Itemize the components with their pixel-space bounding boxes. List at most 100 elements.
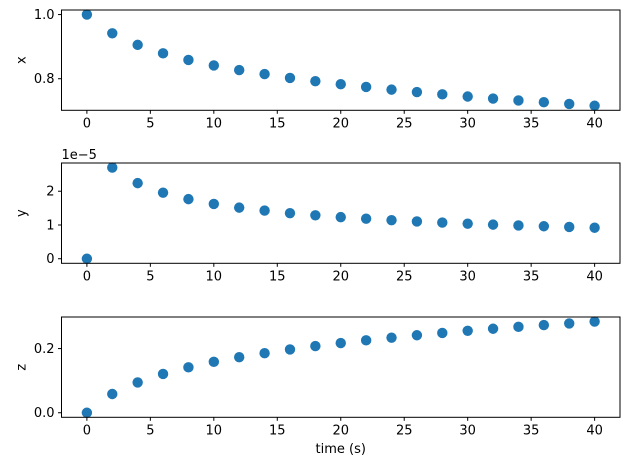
data-point: [132, 177, 143, 189]
x-tick-label: 0: [83, 269, 91, 284]
data-point: [284, 207, 296, 219]
data-point: [589, 222, 600, 233]
x-tick-label: 15: [269, 116, 286, 131]
x-tick-label: 40: [586, 116, 603, 131]
data-point: [310, 75, 321, 87]
data-point: [259, 68, 270, 80]
data-point: [437, 217, 448, 228]
data-point: [259, 347, 270, 359]
offset-text: 1e−5: [62, 148, 97, 163]
data-point: [564, 98, 575, 110]
x-tick-label: 20: [332, 269, 349, 284]
x-tick-label: 30: [459, 116, 476, 131]
x-tick-label: 15: [269, 269, 286, 284]
data-point: [157, 187, 169, 198]
x-tick-label: 20: [332, 116, 349, 131]
y-axis-label-z: z: [15, 364, 30, 371]
data-point: [81, 9, 93, 20]
x-tick-label: 40: [586, 269, 603, 284]
y-tick-label: 0: [46, 252, 54, 267]
data-point: [81, 253, 93, 264]
data-point: [234, 352, 245, 363]
data-point: [183, 54, 194, 66]
data-point: [183, 193, 194, 205]
data-point: [360, 335, 372, 346]
x-tick-label: 20: [332, 423, 349, 438]
data-point: [107, 28, 118, 39]
data-point: [487, 93, 499, 104]
data-point: [462, 218, 473, 229]
data-point: [208, 198, 220, 210]
axes-frame: [61, 316, 621, 418]
data-point: [513, 220, 524, 231]
x-tick-label: 35: [523, 423, 540, 438]
data-point: [157, 368, 169, 380]
x-tick-label: 40: [586, 423, 603, 438]
x-tick-label: 10: [206, 116, 223, 131]
x-tick-label: 35: [523, 116, 540, 131]
x-tick-label: 0: [83, 423, 91, 438]
y-tick-label: 1: [46, 218, 54, 233]
x-tick-label: 10: [206, 269, 223, 284]
data-point: [589, 100, 600, 111]
y-axis-label-x: x: [15, 56, 30, 64]
data-point: [107, 162, 118, 173]
x-tick-label: 5: [146, 269, 154, 284]
data-point: [360, 81, 372, 93]
axes-frame: [61, 9, 621, 111]
data-point: [411, 216, 423, 227]
data-point: [310, 340, 321, 352]
data-point: [81, 407, 93, 418]
data-point: [132, 39, 143, 51]
x-tick-label: 0: [83, 116, 91, 131]
subplot-y: 0 5 10 15 20 25 30 35 40 0 1 2: [46, 162, 621, 284]
data-point: [284, 72, 296, 84]
data-point: [259, 205, 270, 216]
y-tick-label: 2: [46, 185, 54, 200]
data-point: [462, 325, 473, 336]
data-point: [564, 318, 575, 329]
data-point: [513, 321, 524, 333]
x-tick-label: 5: [146, 116, 154, 131]
y-tick-label: 0.8: [34, 72, 55, 87]
y-tick-label: 0.0: [34, 406, 55, 421]
data-point: [589, 316, 600, 327]
x-tick-label: 25: [396, 116, 413, 131]
data-point: [538, 221, 550, 232]
x-tick-label: 35: [523, 269, 540, 284]
subplot-x: 0 5 10 15 20 25 30 35 40 0.8 1.0: [34, 8, 621, 131]
x-tick-label: 5: [146, 423, 154, 438]
data-point: [437, 327, 448, 339]
x-tick-label: 30: [459, 269, 476, 284]
data-point: [487, 323, 499, 334]
data-point: [284, 344, 296, 355]
data-point: [462, 91, 473, 102]
data-point: [386, 332, 397, 343]
x-tick-label: 25: [396, 269, 413, 284]
data-point: [208, 356, 220, 368]
data-point: [335, 337, 346, 349]
data-point: [411, 86, 423, 98]
y-axis-label-y: y: [15, 209, 30, 217]
data-point: [538, 319, 550, 331]
data-point: [132, 377, 143, 388]
x-axis-label: time (s): [316, 442, 366, 457]
x-tick-label: 15: [269, 423, 286, 438]
data-point: [107, 388, 118, 400]
y-tick-label: 1.0: [34, 8, 55, 23]
x-tick-label: 10: [206, 423, 223, 438]
data-point: [335, 211, 346, 223]
x-tick-label: 25: [396, 423, 413, 438]
data-point: [157, 48, 169, 59]
data-point: [234, 202, 245, 213]
data-point: [437, 89, 448, 100]
data-point: [564, 221, 575, 233]
y-tick-label: 0.2: [34, 342, 55, 357]
data-point: [310, 210, 321, 221]
data-point: [208, 60, 220, 71]
subplot-z: 0 5 10 15 20 25 30 35 40 0.0 0.2: [34, 316, 621, 438]
data-point: [183, 362, 194, 373]
data-point: [513, 95, 524, 106]
